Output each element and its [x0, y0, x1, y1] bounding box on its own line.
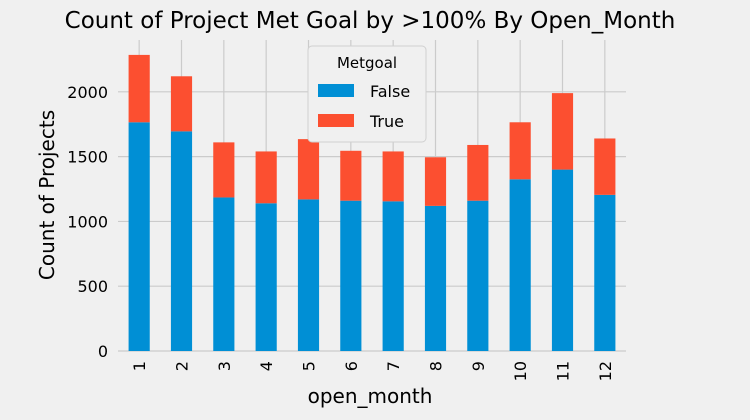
y-tick-label: 1500 [67, 148, 108, 167]
legend: Metgoal False True [307, 45, 427, 143]
x-tick-label: 5 [300, 361, 319, 371]
legend-label-true: True [369, 112, 404, 131]
y-tick-label: 2000 [67, 83, 108, 102]
bar-false-1 [128, 122, 150, 351]
bar-true-2 [170, 76, 193, 132]
x-tick-label: 10 [511, 361, 530, 381]
bar-false-11 [551, 169, 574, 351]
bar-true-1 [128, 54, 150, 123]
x-tick-label: 7 [384, 361, 403, 371]
legend-title: Metgoal [337, 54, 397, 72]
x-tick-label: 4 [257, 361, 276, 371]
x-tick-label: 2 [173, 361, 192, 371]
bar-true-5 [297, 139, 320, 200]
bar-true-3 [213, 142, 235, 198]
bars-layer [128, 54, 616, 351]
x-tick-label: 8 [427, 361, 446, 371]
bar-true-7 [382, 151, 404, 202]
legend-label-false: False [370, 82, 410, 101]
bar-true-9 [467, 144, 489, 201]
x-tick-label: 9 [469, 361, 488, 371]
bar-true-6 [340, 150, 362, 201]
bar-true-10 [509, 122, 531, 180]
bar-false-7 [382, 201, 404, 351]
x-tick-label: 12 [596, 361, 615, 381]
x-tick-label: 6 [342, 361, 361, 371]
bar-false-12 [594, 194, 616, 351]
bar-false-2 [170, 131, 193, 351]
bar-false-5 [297, 199, 320, 351]
bar-false-9 [467, 200, 489, 351]
x-tick-label: 11 [554, 361, 573, 381]
x-axis-label: open_month [308, 384, 433, 408]
y-axis-label: Count of Projects [35, 110, 59, 280]
bar-true-4 [255, 151, 277, 204]
chart-title: Count of Project Met Goal by >100% By Op… [65, 8, 676, 34]
bar-false-10 [509, 179, 531, 351]
y-tick-label: 0 [98, 342, 108, 361]
x-tick-label: 1 [130, 361, 149, 371]
bar-true-12 [594, 138, 616, 195]
legend-swatch-true [318, 114, 354, 127]
y-tick-label: 500 [77, 277, 108, 296]
x-tick-label: 3 [215, 361, 234, 371]
y-tick-label: 1000 [67, 212, 108, 231]
bar-false-3 [213, 197, 235, 351]
legend-swatch-false [318, 84, 354, 97]
bar-false-8 [424, 205, 447, 351]
bar-true-11 [551, 93, 574, 170]
bar-true-8 [424, 157, 447, 206]
bar-false-6 [340, 200, 362, 351]
bar-false-4 [255, 203, 277, 351]
